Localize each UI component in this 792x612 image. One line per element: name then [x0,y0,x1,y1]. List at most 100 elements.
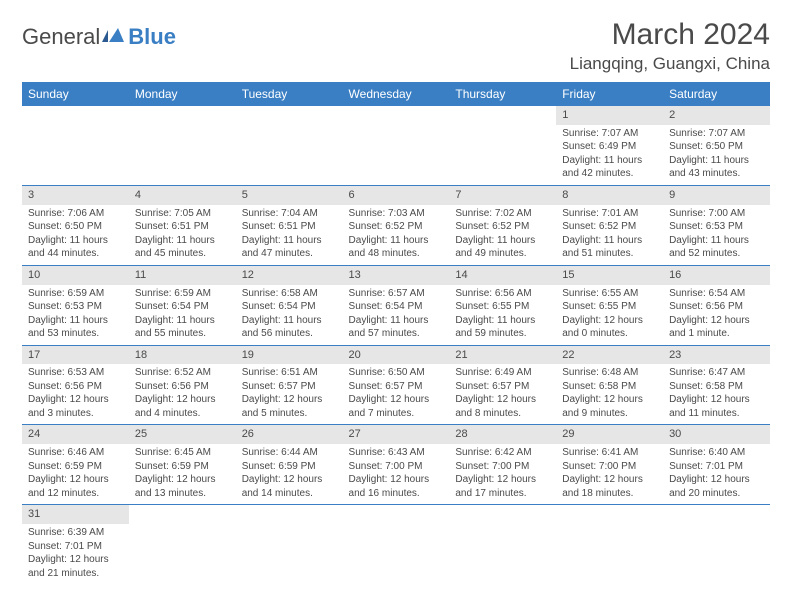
calendar-cell: 20Sunrise: 6:50 AMSunset: 6:57 PMDayligh… [343,345,450,425]
daylight-text: Daylight: 12 hours and 4 minutes. [135,393,230,420]
calendar-cell: 12Sunrise: 6:58 AMSunset: 6:54 PMDayligh… [236,265,343,345]
calendar-cell: 31Sunrise: 6:39 AMSunset: 7:01 PMDayligh… [22,505,129,584]
sunset-text: Sunset: 6:59 PM [242,460,337,474]
day-body: Sunrise: 7:01 AMSunset: 6:52 PMDaylight:… [556,205,663,265]
sunrise-text: Sunrise: 6:49 AM [455,366,550,380]
day-number: 17 [22,346,129,365]
calendar-cell-empty [449,505,556,584]
calendar-cell: 27Sunrise: 6:43 AMSunset: 7:00 PMDayligh… [343,425,450,505]
sunset-text: Sunset: 6:56 PM [135,380,230,394]
daylight-text: Daylight: 12 hours and 8 minutes. [455,393,550,420]
day-number: 10 [22,266,129,285]
day-number: 1 [556,106,663,125]
sunrise-text: Sunrise: 7:04 AM [242,207,337,221]
day-body: Sunrise: 7:00 AMSunset: 6:53 PMDaylight:… [663,205,770,265]
calendar-cell: 7Sunrise: 7:02 AMSunset: 6:52 PMDaylight… [449,185,556,265]
sunset-text: Sunset: 6:55 PM [455,300,550,314]
calendar-cell: 1Sunrise: 7:07 AMSunset: 6:49 PMDaylight… [556,106,663,185]
daylight-text: Daylight: 12 hours and 3 minutes. [28,393,123,420]
sunrise-text: Sunrise: 6:51 AM [242,366,337,380]
day-number: 15 [556,266,663,285]
day-body: Sunrise: 6:43 AMSunset: 7:00 PMDaylight:… [343,444,450,504]
day-body: Sunrise: 6:55 AMSunset: 6:55 PMDaylight:… [556,285,663,345]
sunrise-text: Sunrise: 6:40 AM [669,446,764,460]
day-number: 11 [129,266,236,285]
sunrise-text: Sunrise: 7:03 AM [349,207,444,221]
sunrise-text: Sunrise: 6:42 AM [455,446,550,460]
sunset-text: Sunset: 6:57 PM [455,380,550,394]
sunrise-text: Sunrise: 6:47 AM [669,366,764,380]
sunset-text: Sunset: 6:51 PM [135,220,230,234]
day-body: Sunrise: 6:53 AMSunset: 6:56 PMDaylight:… [22,364,129,424]
sunrise-text: Sunrise: 6:59 AM [135,287,230,301]
day-number: 8 [556,186,663,205]
calendar-cell-empty [556,505,663,584]
day-number: 22 [556,346,663,365]
sunset-text: Sunset: 6:54 PM [135,300,230,314]
calendar-cell: 18Sunrise: 6:52 AMSunset: 6:56 PMDayligh… [129,345,236,425]
daylight-text: Daylight: 11 hours and 42 minutes. [562,154,657,181]
calendar-cell: 21Sunrise: 6:49 AMSunset: 6:57 PMDayligh… [449,345,556,425]
daylight-text: Daylight: 12 hours and 12 minutes. [28,473,123,500]
calendar-cell: 15Sunrise: 6:55 AMSunset: 6:55 PMDayligh… [556,265,663,345]
calendar-cell: 30Sunrise: 6:40 AMSunset: 7:01 PMDayligh… [663,425,770,505]
weekday-header: Friday [556,82,663,106]
daylight-text: Daylight: 12 hours and 20 minutes. [669,473,764,500]
day-number: 19 [236,346,343,365]
sunset-text: Sunset: 6:49 PM [562,140,657,154]
day-body: Sunrise: 7:06 AMSunset: 6:50 PMDaylight:… [22,205,129,265]
daylight-text: Daylight: 12 hours and 21 minutes. [28,553,123,580]
day-number: 12 [236,266,343,285]
daylight-text: Daylight: 11 hours and 51 minutes. [562,234,657,261]
day-number: 2 [663,106,770,125]
sunset-text: Sunset: 7:01 PM [28,540,123,554]
day-number: 13 [343,266,450,285]
daylight-text: Daylight: 11 hours and 53 minutes. [28,314,123,341]
sunrise-text: Sunrise: 7:06 AM [28,207,123,221]
calendar-body: 1Sunrise: 7:07 AMSunset: 6:49 PMDaylight… [22,106,770,584]
day-body: Sunrise: 6:40 AMSunset: 7:01 PMDaylight:… [663,444,770,504]
day-body: Sunrise: 7:03 AMSunset: 6:52 PMDaylight:… [343,205,450,265]
sunrise-text: Sunrise: 7:01 AM [562,207,657,221]
day-number: 4 [129,186,236,205]
day-number: 9 [663,186,770,205]
calendar-cell: 8Sunrise: 7:01 AMSunset: 6:52 PMDaylight… [556,185,663,265]
sunrise-text: Sunrise: 7:02 AM [455,207,550,221]
sunset-text: Sunset: 6:52 PM [349,220,444,234]
day-body: Sunrise: 6:44 AMSunset: 6:59 PMDaylight:… [236,444,343,504]
calendar-cell: 26Sunrise: 6:44 AMSunset: 6:59 PMDayligh… [236,425,343,505]
calendar-cell: 25Sunrise: 6:45 AMSunset: 6:59 PMDayligh… [129,425,236,505]
weekday-header: Saturday [663,82,770,106]
weekday-header: Wednesday [343,82,450,106]
sunrise-text: Sunrise: 6:56 AM [455,287,550,301]
sunset-text: Sunset: 6:53 PM [28,300,123,314]
sunrise-text: Sunrise: 7:00 AM [669,207,764,221]
daylight-text: Daylight: 12 hours and 9 minutes. [562,393,657,420]
day-body: Sunrise: 6:41 AMSunset: 7:00 PMDaylight:… [556,444,663,504]
daylight-text: Daylight: 11 hours and 52 minutes. [669,234,764,261]
daylight-text: Daylight: 11 hours and 43 minutes. [669,154,764,181]
sunrise-text: Sunrise: 7:07 AM [669,127,764,141]
day-body: Sunrise: 6:48 AMSunset: 6:58 PMDaylight:… [556,364,663,424]
day-body: Sunrise: 6:45 AMSunset: 6:59 PMDaylight:… [129,444,236,504]
daylight-text: Daylight: 11 hours and 45 minutes. [135,234,230,261]
daylight-text: Daylight: 12 hours and 0 minutes. [562,314,657,341]
sunset-text: Sunset: 6:52 PM [562,220,657,234]
day-body: Sunrise: 6:42 AMSunset: 7:00 PMDaylight:… [449,444,556,504]
daylight-text: Daylight: 12 hours and 11 minutes. [669,393,764,420]
day-number: 25 [129,425,236,444]
calendar-cell: 10Sunrise: 6:59 AMSunset: 6:53 PMDayligh… [22,265,129,345]
day-number: 26 [236,425,343,444]
sunrise-text: Sunrise: 6:52 AM [135,366,230,380]
sunset-text: Sunset: 6:53 PM [669,220,764,234]
day-number: 31 [22,505,129,524]
calendar-cell-empty [129,505,236,584]
daylight-text: Daylight: 12 hours and 13 minutes. [135,473,230,500]
sunrise-text: Sunrise: 6:53 AM [28,366,123,380]
calendar-row: 31Sunrise: 6:39 AMSunset: 7:01 PMDayligh… [22,505,770,584]
weekday-header-row: SundayMondayTuesdayWednesdayThursdayFrid… [22,82,770,106]
calendar-cell: 14Sunrise: 6:56 AMSunset: 6:55 PMDayligh… [449,265,556,345]
calendar-cell-empty [22,106,129,185]
sunset-text: Sunset: 6:52 PM [455,220,550,234]
title-block: March 2024 Liangqing, Guangxi, China [570,18,770,74]
